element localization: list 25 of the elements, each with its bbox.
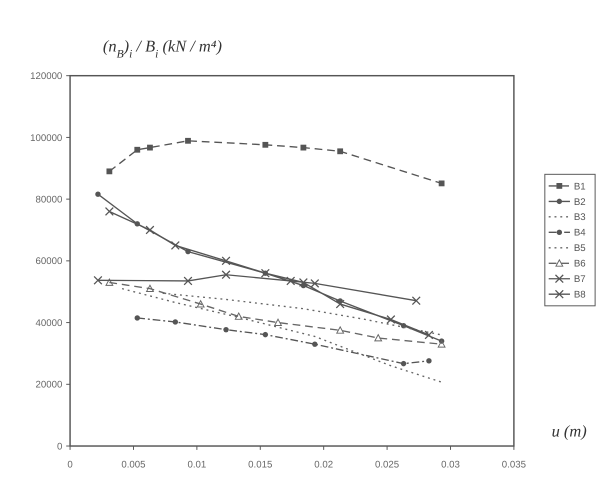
y-tick-label: 120000: [30, 71, 62, 82]
legend-label: B7: [574, 274, 586, 286]
y-tick-label: 60000: [35, 256, 62, 268]
x-tick-label: 0: [67, 459, 73, 470]
x-tick-label: 0.005: [121, 459, 146, 470]
legend-label: B2: [574, 196, 586, 208]
x-axis-title: u (m): [552, 421, 587, 440]
legend-label: B6: [574, 258, 586, 270]
y-tick-label: 40000: [35, 318, 62, 329]
y-tick-label: 20000: [35, 380, 62, 391]
x-tick-label: 0.015: [248, 459, 272, 470]
legend-label: B4: [574, 228, 586, 239]
y-tick-label: 100000: [30, 132, 62, 144]
legend-label: B8: [574, 290, 586, 301]
legend-label: B5: [574, 243, 586, 254]
legend-label: B3: [574, 212, 586, 224]
y-tick-label: 0: [56, 441, 62, 452]
x-tick-label: 0.025: [375, 459, 400, 470]
legend-label: B1: [574, 181, 586, 192]
y-tick-label: 80000: [35, 194, 62, 206]
x-tick-label: 0.035: [502, 459, 526, 470]
x-tick-label: 0.02: [314, 459, 334, 470]
x-tick-label: 0.01: [187, 459, 206, 470]
y-axis-title: (n$_{B}$)$_{i}$ / B$_{i}$ (kN / m⁴): [102, 36, 222, 61]
x-tick-label: 0.03: [441, 459, 460, 470]
